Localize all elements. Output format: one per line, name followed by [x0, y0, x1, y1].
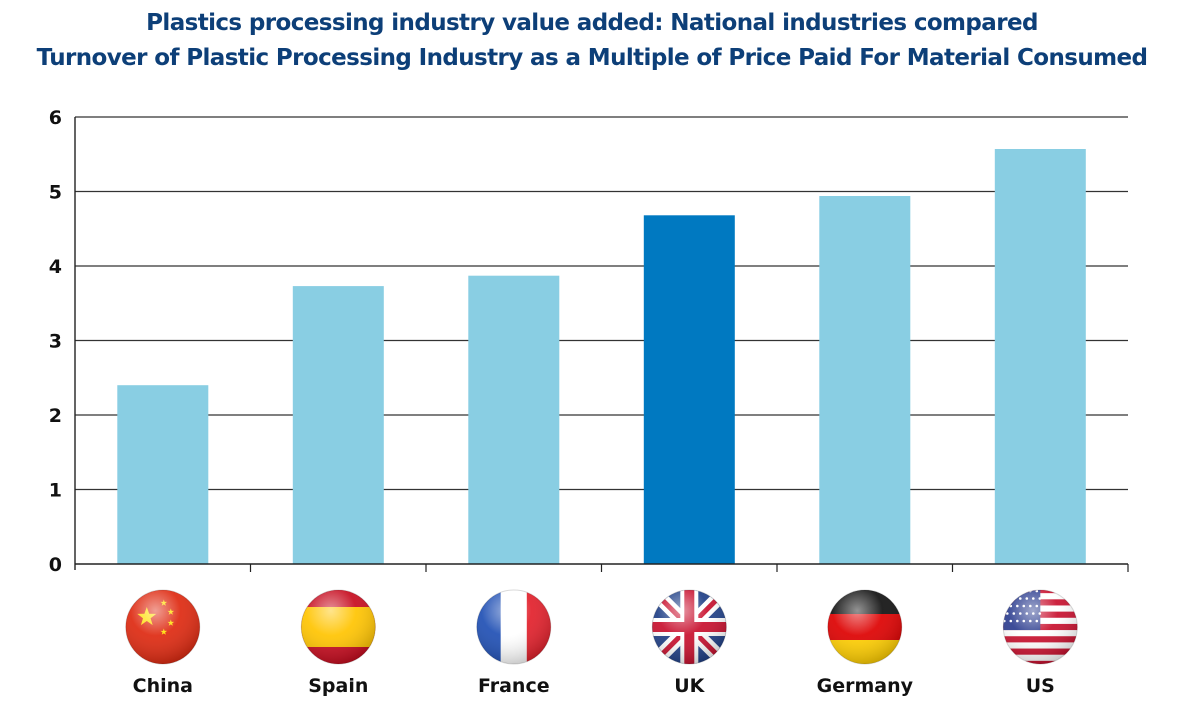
category-label: Germany	[817, 675, 914, 697]
bar-germany	[819, 196, 911, 564]
bar-china	[117, 385, 209, 564]
y-tick-label: 1	[49, 480, 62, 502]
us-flag-icon	[1002, 589, 1078, 665]
chart-title: Plastics processing industry value added…	[146, 10, 1038, 36]
bar-spain	[292, 286, 384, 564]
x-axis	[74, 117, 1129, 572]
y-axis-ticks: 0 1 2 3 4 5 6	[49, 107, 62, 576]
china-flag-icon	[125, 589, 201, 665]
bar-france	[468, 275, 560, 564]
category-label: China	[133, 675, 193, 697]
category-labels: China Spain France UK Germany US	[133, 675, 1055, 697]
y-tick-label: 2	[49, 405, 62, 427]
y-tick-label: 3	[49, 331, 62, 353]
bars	[117, 149, 1086, 565]
y-tick-label: 4	[49, 256, 62, 278]
category-label: Spain	[308, 675, 368, 697]
y-tick-label: 0	[49, 554, 62, 576]
category-label: US	[1026, 675, 1055, 697]
bar-uk	[643, 215, 735, 565]
grid-lines	[75, 116, 1128, 491]
y-tick-label: 6	[49, 107, 62, 129]
y-tick-label: 5	[49, 182, 62, 204]
bar-us	[994, 149, 1086, 564]
category-label: UK	[674, 675, 705, 697]
category-label: France	[478, 675, 550, 697]
chart-subtitle: Turnover of Plastic Processing Industry …	[36, 45, 1148, 71]
spain-flag-icon	[300, 589, 376, 665]
uk-flag-icon	[651, 589, 727, 665]
france-flag-icon	[476, 589, 552, 665]
germany-flag-icon	[827, 589, 903, 665]
chart-titles: Plastics processing industry value added…	[0, 6, 1184, 76]
flags	[125, 589, 1078, 665]
